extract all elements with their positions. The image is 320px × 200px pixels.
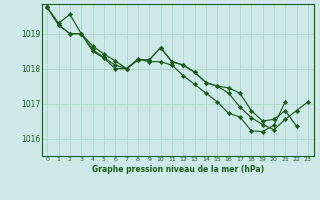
- X-axis label: Graphe pression niveau de la mer (hPa): Graphe pression niveau de la mer (hPa): [92, 165, 264, 174]
